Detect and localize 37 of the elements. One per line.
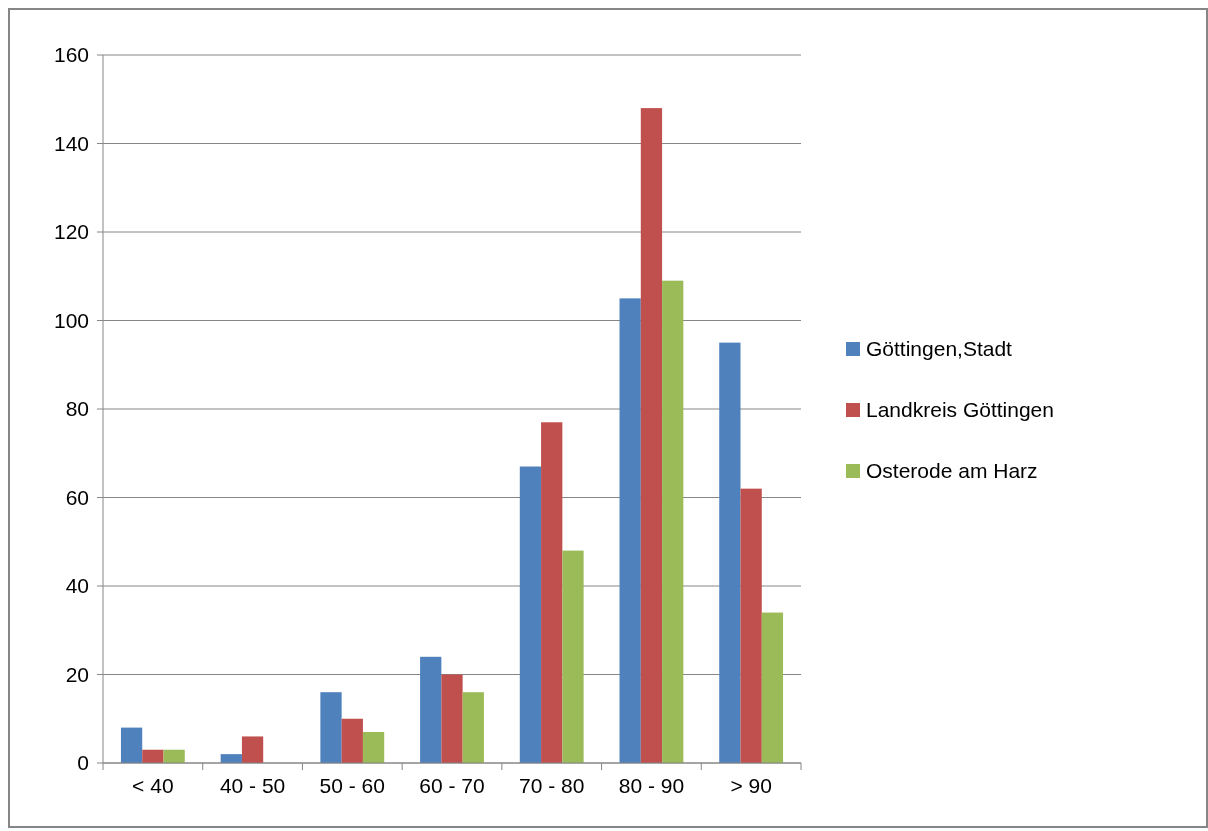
bar	[541, 422, 563, 763]
x-tick-label: 50 - 60	[319, 774, 385, 797]
legend-label: Landkreis Göttingen	[866, 398, 1054, 422]
y-tick-label: 20	[65, 662, 89, 686]
bar	[619, 298, 641, 763]
bar	[341, 718, 363, 763]
bar	[420, 656, 442, 763]
bar	[441, 674, 463, 763]
y-tick-label: 80	[65, 397, 89, 421]
y-tick-label: 100	[53, 308, 89, 332]
y-tick-label: 160	[53, 43, 89, 67]
y-tick-label: 0	[77, 751, 89, 775]
y-tick-label: 140	[53, 131, 89, 155]
legend-label: Göttingen,Stadt	[866, 337, 1013, 361]
x-tick-label: > 90	[730, 774, 772, 797]
y-tick-label: 60	[65, 485, 89, 509]
x-tick-label: 70 - 80	[519, 774, 585, 797]
bar	[120, 727, 143, 763]
y-tick-label: 40	[65, 574, 89, 598]
bar	[462, 692, 484, 763]
bar	[562, 550, 584, 763]
bar	[740, 488, 762, 763]
y-tick-label: 120	[53, 220, 89, 244]
bar	[640, 108, 663, 763]
bar	[519, 466, 542, 763]
bar	[719, 342, 741, 763]
x-tick-label: 80 - 90	[618, 774, 685, 797]
bar	[362, 732, 385, 763]
legend-label: Osterode am Harz	[866, 459, 1038, 483]
x-tick-label: 60 - 70	[419, 774, 485, 797]
bar	[241, 736, 264, 763]
bar	[163, 749, 185, 763]
bar	[761, 612, 784, 763]
bar	[320, 692, 342, 763]
bar	[662, 280, 684, 763]
x-tick-label: 40 - 50	[219, 774, 286, 797]
x-tick-label: < 40	[132, 774, 174, 797]
